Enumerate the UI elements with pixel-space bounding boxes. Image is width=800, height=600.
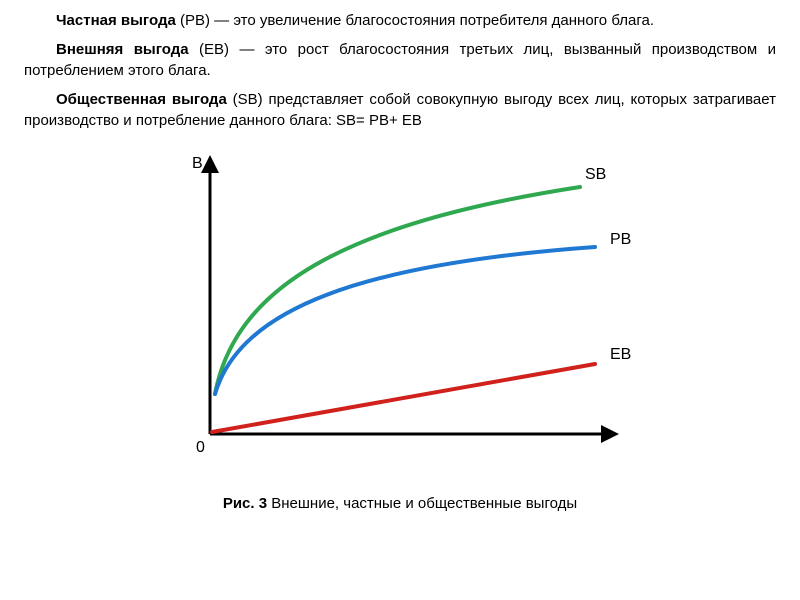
- pb-def: (PB) — это увеличение благосостояния пот…: [176, 12, 654, 29]
- chart-svg: SB PB EB B 0: [140, 139, 660, 479]
- svg-text:SB: SB: [585, 166, 606, 183]
- paragraph-sb: Общественная выгода (SB) представляет со…: [24, 89, 776, 131]
- eb-term: Внешняя выгода: [56, 41, 189, 58]
- pb-term: Частная выгода: [56, 12, 176, 29]
- svg-text:B: B: [192, 155, 203, 172]
- svg-text:0: 0: [196, 439, 205, 456]
- svg-text:EB: EB: [610, 346, 631, 363]
- chart-container: SB PB EB B 0: [24, 139, 776, 479]
- sb-term: Общественная выгода: [56, 91, 227, 108]
- paragraph-pb: Частная выгода (PB) — это увеличение бла…: [24, 10, 776, 31]
- figure-caption: Рис. 3 Внешние, частные и общественные в…: [24, 495, 776, 512]
- svg-text:PB: PB: [610, 231, 631, 248]
- paragraph-eb: Внешняя выгода (EB) — это рост благосост…: [24, 39, 776, 81]
- caption-text: Внешние, частные и общественные выгоды: [267, 495, 577, 512]
- benefits-chart: SB PB EB B 0: [140, 139, 660, 479]
- caption-label: Рис. 3: [223, 495, 267, 512]
